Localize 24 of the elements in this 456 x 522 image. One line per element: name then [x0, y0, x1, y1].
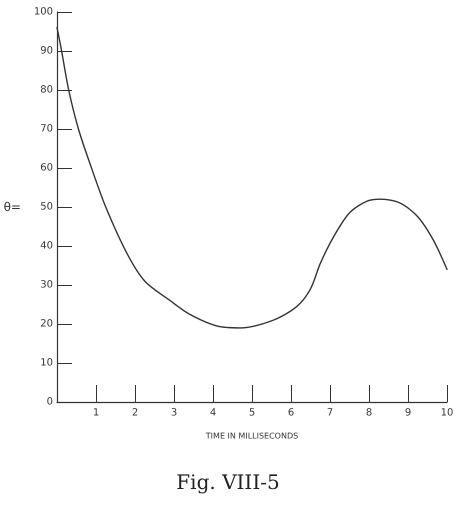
- x-tick-label: 9: [404, 408, 412, 418]
- x-tick-label: 1: [92, 408, 100, 418]
- y-axis-title: θ=: [4, 200, 21, 214]
- y-tick-label: 10: [40, 358, 53, 368]
- y-tick-label: 40: [40, 240, 53, 252]
- x-tick-label: 8: [366, 408, 372, 418]
- y-tick-label: 60: [40, 162, 53, 174]
- x-axis-title: TIME IN MILLISECONDS: [204, 432, 298, 440]
- y-tick-label: 50: [40, 202, 53, 212]
- x-tick-label: 3: [170, 408, 178, 418]
- y-tick-label: 30: [40, 280, 53, 290]
- y-tick-label: 80: [40, 84, 53, 96]
- y-tick-label: 90: [40, 46, 53, 56]
- x-tick-label: 10: [440, 408, 454, 418]
- x-tick-label: 2: [132, 408, 138, 418]
- x-tick-label: 7: [326, 408, 334, 418]
- x-tick-label: 4: [210, 408, 216, 418]
- text: Fig. VIII-5: [176, 470, 280, 494]
- x-tick-label: 6: [288, 408, 294, 418]
- x-tick-label: 5: [248, 408, 256, 418]
- y-tick-label: 100: [34, 6, 53, 18]
- y-tick-label: 0: [46, 396, 53, 408]
- y-tick-label: 70: [40, 124, 53, 134]
- y-tick-label: 20: [40, 318, 53, 330]
